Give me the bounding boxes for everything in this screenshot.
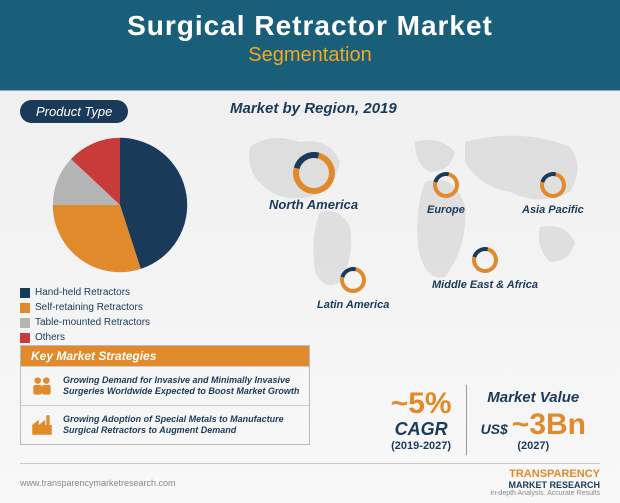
strategy-text: Growing Adoption of Special Metals to Ma… [63, 414, 303, 436]
region-marker: Asia Pacific [522, 172, 584, 218]
region-ring-icon [428, 167, 464, 203]
cagr-period: (2019-2027) [391, 440, 452, 452]
market-value-block: Market Value US$ ~3Bn (2027) [467, 389, 600, 452]
region-name: North America [269, 197, 358, 212]
infographic-container: Surgical Retractor Market Segmentation P… [0, 0, 620, 503]
subtitle: Segmentation [0, 44, 620, 67]
legend-swatch [20, 303, 30, 313]
brand-tagline: In-depth Analysis. Accurate Results [490, 490, 600, 497]
region-marker: Europe [427, 172, 465, 218]
market-value-currency: US$ [481, 421, 508, 437]
region-marker: Latin America [317, 267, 389, 313]
main-title: Surgical Retractor Market [0, 10, 620, 42]
region-ring-icon [467, 242, 503, 278]
pie-chart-svg [50, 135, 190, 275]
legend-text: Others [35, 330, 65, 345]
market-value-label: Market Value [481, 389, 586, 406]
strategies-section: Key Market Strategies Growing Demand for… [20, 345, 310, 445]
legend-swatch [20, 333, 30, 343]
legend-item: Hand-held Retractors [20, 285, 220, 300]
factory-icon [27, 410, 57, 440]
market-value-year: (2027) [481, 440, 586, 452]
region-name: Europe [427, 204, 465, 216]
legend-item: Others [20, 330, 220, 345]
world-map: North America Latin America Europe Middle E… [230, 117, 600, 317]
legend-item: Table-mounted Retractors [20, 315, 220, 330]
region-ring-icon [535, 167, 571, 203]
region-name: Asia Pacific [522, 204, 584, 216]
people-icon [27, 371, 57, 401]
region-ring-icon [285, 144, 342, 201]
product-type-label: Product Type [20, 100, 128, 123]
region-marker: North America [269, 152, 358, 214]
region-name: Latin America [317, 299, 389, 311]
region-label: Market by Region, 2019 [230, 100, 600, 117]
pie-chart [50, 135, 190, 275]
brand-logo: TRANSPARENCY MARKET RESEARCH In-depth An… [490, 468, 600, 497]
legend-text: Hand-held Retractors [35, 285, 130, 300]
metrics-section: ~5% CAGR (2019-2027) Market Value US$ ~3… [377, 385, 600, 455]
market-value-amount: ~3Bn [512, 410, 586, 440]
footer-url: www.transparencymarketresearch.com [20, 478, 176, 488]
strategies-header: Key Market Strategies [21, 346, 309, 366]
region-ring-icon [335, 262, 371, 298]
strategy-row: Growing Demand for Invasive and Minimall… [21, 366, 309, 405]
header: Surgical Retractor Market Segmentation [0, 0, 620, 77]
cagr-label: CAGR [391, 419, 452, 440]
region-section: Market by Region, 2019 North America Lati… [230, 100, 600, 317]
legend-text: Table-mounted Retractors [35, 315, 150, 330]
brand-name: TRANSPARENCY [490, 468, 600, 480]
brand-sub: MARKET RESEARCH [490, 480, 600, 490]
strategy-text: Growing Demand for Invasive and Minimall… [63, 375, 303, 397]
region-name: Middle East & Africa [432, 279, 538, 291]
legend-swatch [20, 318, 30, 328]
cagr-block: ~5% CAGR (2019-2027) [377, 389, 466, 452]
region-marker: Middle East & Africa [432, 247, 538, 293]
legend-text: Self-retaining Retractors [35, 300, 143, 315]
footer: www.transparencymarketresearch.com TRANS… [20, 463, 600, 497]
strategy-row: Growing Adoption of Special Metals to Ma… [21, 405, 309, 444]
cagr-value: ~5% [391, 389, 452, 419]
pie-legend: Hand-held RetractorsSelf-retaining Retra… [20, 285, 220, 345]
legend-item: Self-retaining Retractors [20, 300, 220, 315]
product-type-section: Product Type Hand-held RetractorsSelf-re… [20, 100, 220, 345]
legend-swatch [20, 288, 30, 298]
